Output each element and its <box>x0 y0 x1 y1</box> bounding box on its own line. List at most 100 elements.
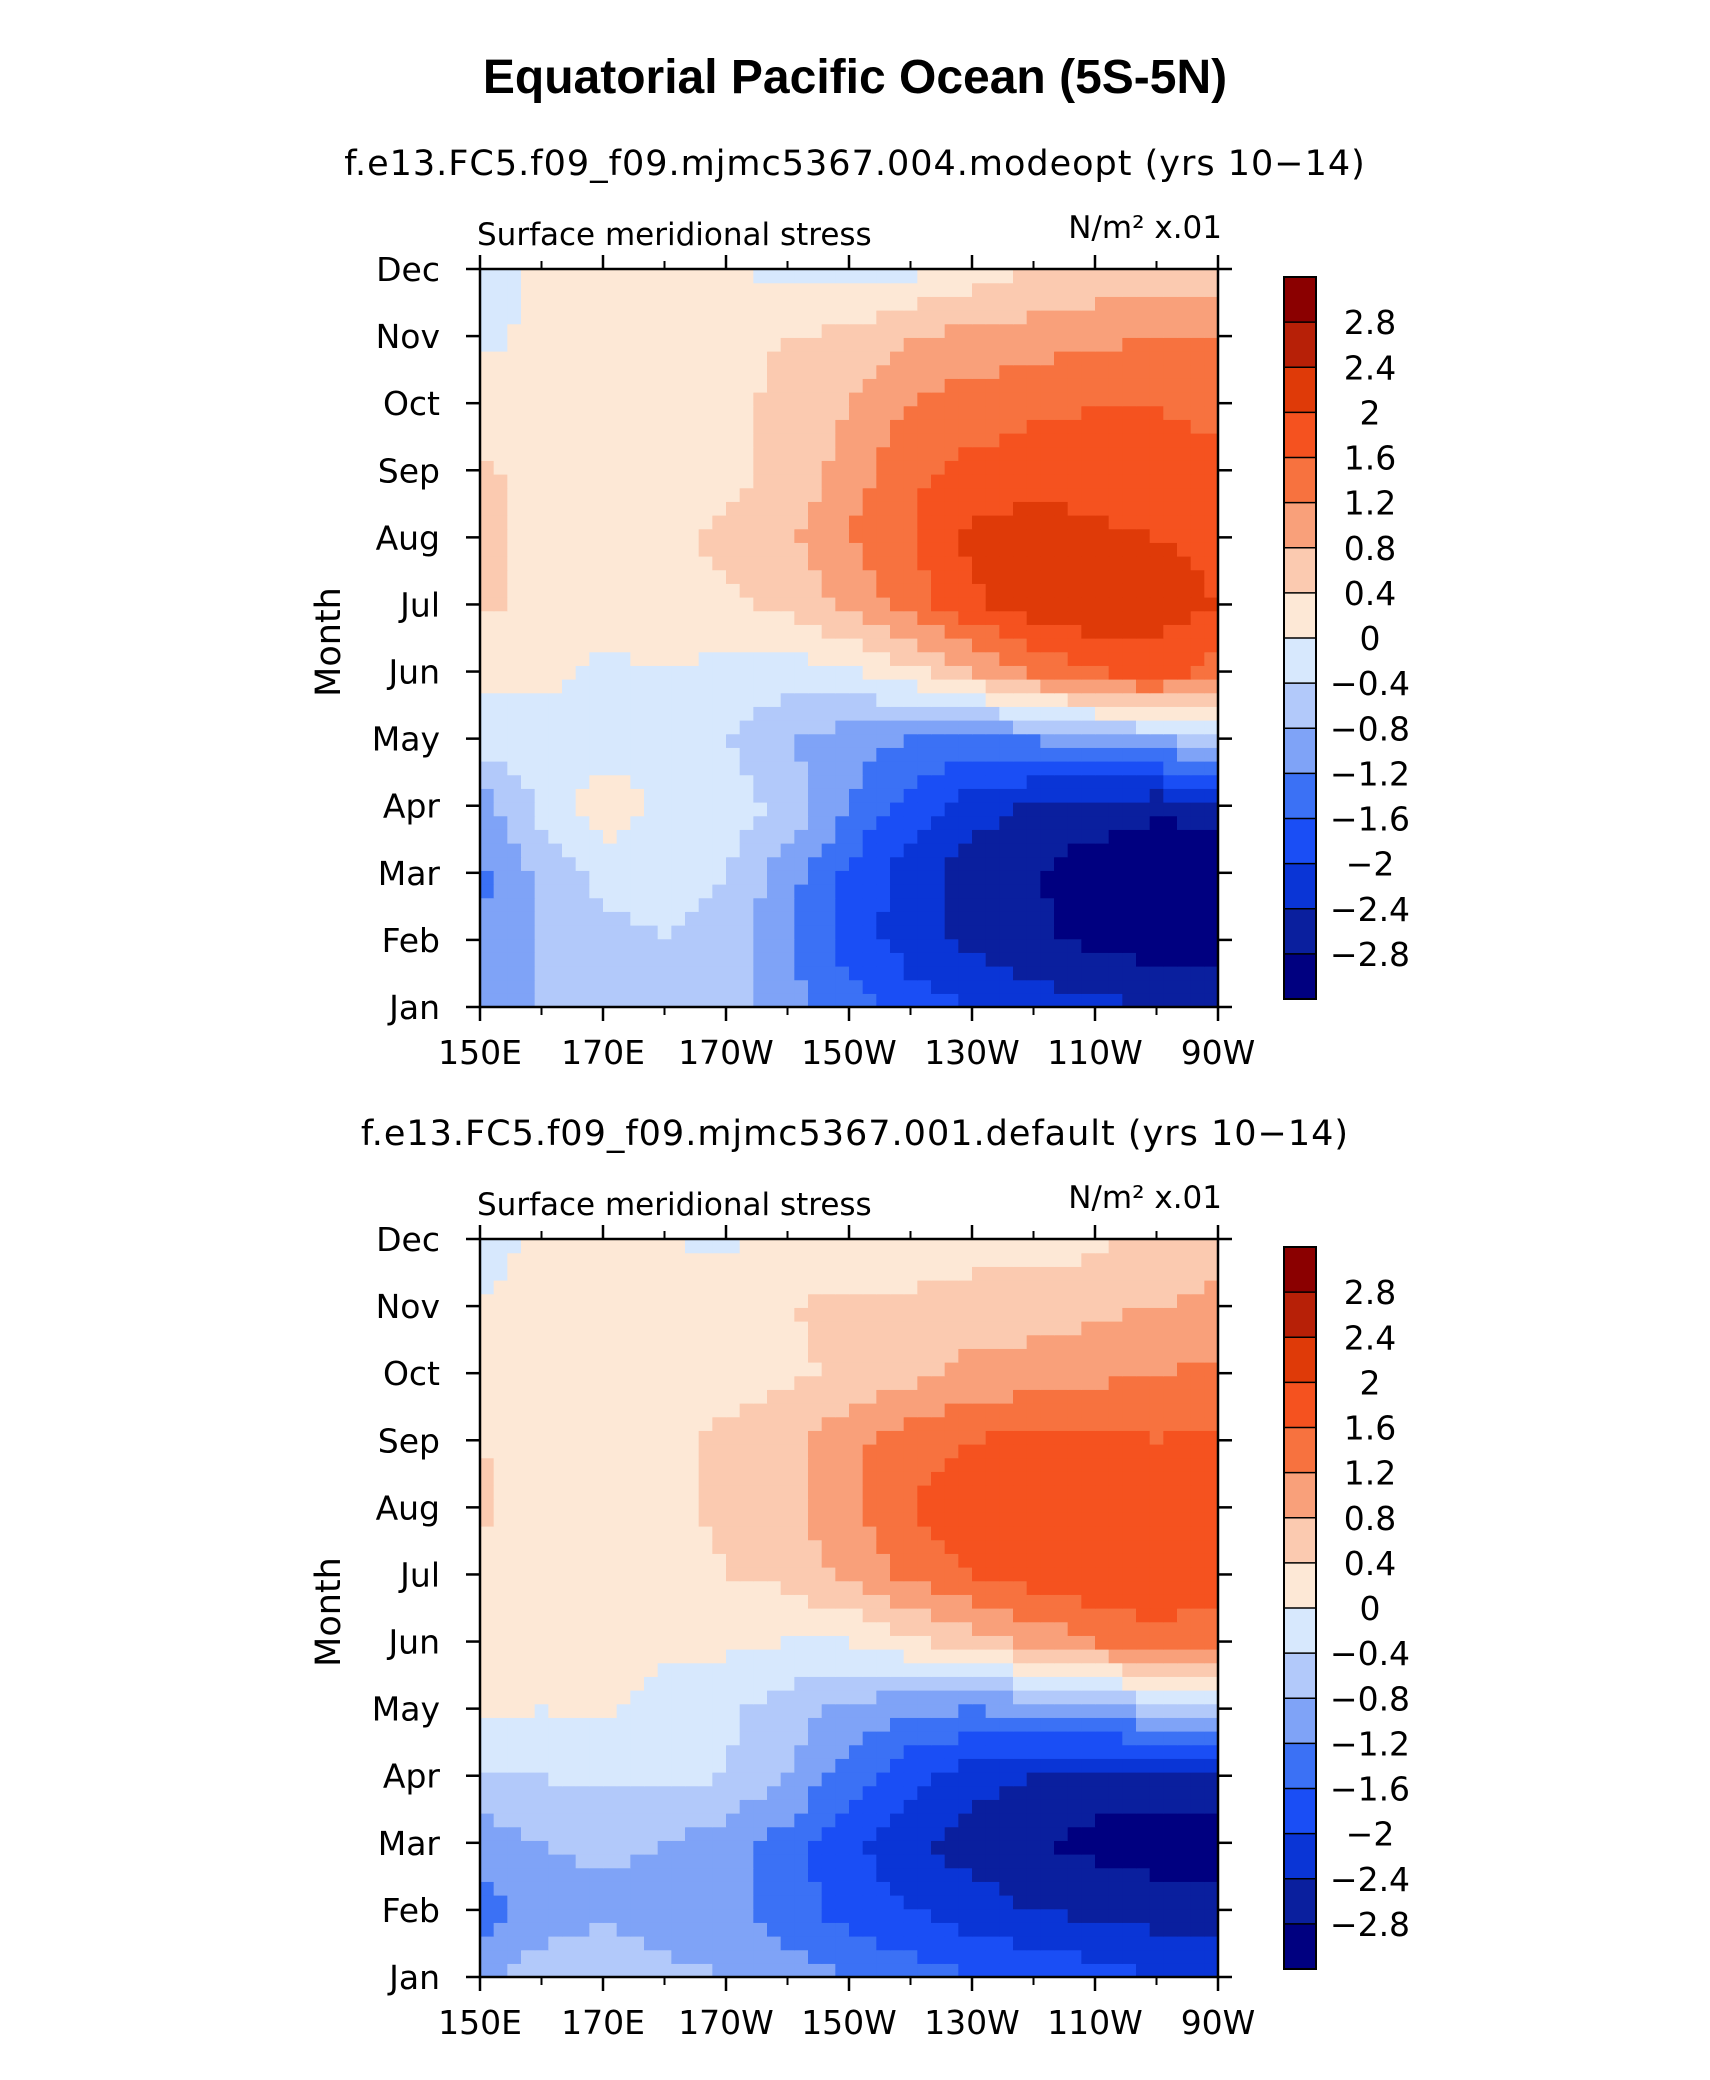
heatmap-cell <box>808 1854 822 1868</box>
heatmap-cell <box>494 570 508 584</box>
heatmap-cell <box>644 1950 658 1964</box>
heatmap-cell <box>603 870 617 884</box>
heatmap-cell <box>521 652 535 666</box>
heatmap-cell <box>480 419 494 433</box>
heatmap-cell <box>1136 802 1150 816</box>
heatmap-cell <box>945 1553 959 1567</box>
heatmap-cell <box>521 1813 535 1827</box>
heatmap-cell <box>972 1567 986 1581</box>
heatmap-cell <box>1204 1649 1218 1663</box>
heatmap-cell <box>699 1813 713 1827</box>
heatmap-cell <box>630 501 644 515</box>
heatmap-cell <box>603 1581 617 1595</box>
heatmap-cell <box>1122 365 1136 379</box>
heatmap-cell <box>945 1813 959 1827</box>
heatmap-cell <box>740 734 754 748</box>
heatmap-cell <box>1054 1950 1068 1964</box>
heatmap-cell <box>671 816 685 830</box>
heatmap-cell <box>658 378 672 392</box>
heatmap-cell <box>562 570 576 584</box>
heatmap-cell <box>535 720 549 734</box>
heatmap-cell <box>507 1895 521 1909</box>
heatmap-cell <box>1163 501 1177 515</box>
heatmap-cell <box>972 324 986 338</box>
heatmap-cell <box>863 652 877 666</box>
heatmap-cell <box>808 515 822 529</box>
heatmap-cell <box>507 337 521 351</box>
heatmap-cell <box>917 1553 931 1567</box>
heatmap-cell <box>945 1567 959 1581</box>
heatmap-cell <box>1204 556 1218 570</box>
heatmap-cell <box>589 734 603 748</box>
y-tick-label: May <box>372 720 440 759</box>
heatmap-cell <box>576 624 590 638</box>
heatmap-cell <box>835 952 849 966</box>
heatmap-cell <box>1204 665 1218 679</box>
heatmap-cell <box>699 1922 713 1936</box>
heatmap-cell <box>630 556 644 570</box>
heatmap-cell <box>576 1635 590 1649</box>
heatmap-cell <box>562 447 576 461</box>
heatmap-cell <box>603 679 617 693</box>
heatmap-cell <box>1013 1772 1027 1786</box>
heatmap-cell <box>1068 1512 1082 1526</box>
heatmap-cell <box>712 269 726 283</box>
heatmap-cell <box>658 1772 672 1786</box>
heatmap-cell <box>685 1963 699 1977</box>
heatmap-cell <box>1095 529 1109 543</box>
heatmap-cell <box>945 966 959 980</box>
heatmap-cell <box>999 1499 1013 1513</box>
heatmap-cell <box>999 1854 1013 1868</box>
heatmap-cell <box>822 365 836 379</box>
heatmap-cell <box>958 351 972 365</box>
heatmap-cell <box>917 638 931 652</box>
heatmap-cell <box>1150 447 1164 461</box>
heatmap-cell <box>562 720 576 734</box>
heatmap-cell <box>548 1704 562 1718</box>
heatmap-cell <box>999 1868 1013 1882</box>
heatmap-cell <box>1191 529 1205 543</box>
heatmap-cell <box>1122 1950 1136 1964</box>
heatmap-cell <box>658 829 672 843</box>
heatmap-cell <box>507 447 521 461</box>
heatmap-cell <box>494 296 508 310</box>
heatmap-cell <box>1163 283 1177 297</box>
heatmap-cell <box>1122 679 1136 693</box>
heatmap-cell <box>712 392 726 406</box>
heatmap-cell <box>1177 1704 1191 1718</box>
heatmap-cell <box>1054 1676 1068 1690</box>
heatmap-cell <box>712 898 726 912</box>
heatmap-cell <box>671 911 685 925</box>
heatmap-cell <box>1081 1731 1095 1745</box>
heatmap-cell <box>958 761 972 775</box>
heatmap-cell <box>945 1635 959 1649</box>
heatmap-cell <box>699 1827 713 1841</box>
heatmap-cell <box>945 1922 959 1936</box>
heatmap-cell <box>1027 570 1041 584</box>
heatmap-cell <box>863 761 877 775</box>
heatmap-cell <box>1204 324 1218 338</box>
heatmap-cell <box>1027 556 1041 570</box>
heatmap-cell <box>562 734 576 748</box>
heatmap-cell <box>794 638 808 652</box>
heatmap-cell <box>1136 816 1150 830</box>
heatmap-cell <box>753 679 767 693</box>
heatmap-cell <box>726 351 740 365</box>
heatmap-cell <box>1054 966 1068 980</box>
heatmap-cell <box>1136 788 1150 802</box>
heatmap-cell <box>835 734 849 748</box>
heatmap-cell <box>630 1594 644 1608</box>
heatmap-cell <box>617 679 631 693</box>
heatmap-cell <box>876 939 890 953</box>
heatmap-cell <box>1040 1772 1054 1786</box>
heatmap-cell <box>562 788 576 802</box>
heatmap-cell <box>603 761 617 775</box>
heatmap-cell <box>1109 392 1123 406</box>
heatmap-cell <box>822 693 836 707</box>
heatmap-cell <box>480 406 494 420</box>
heatmap-cell <box>562 693 576 707</box>
heatmap-cell <box>999 1827 1013 1841</box>
heatmap-cell <box>576 925 590 939</box>
heatmap-cell <box>712 870 726 884</box>
heatmap-cell <box>548 1526 562 1540</box>
